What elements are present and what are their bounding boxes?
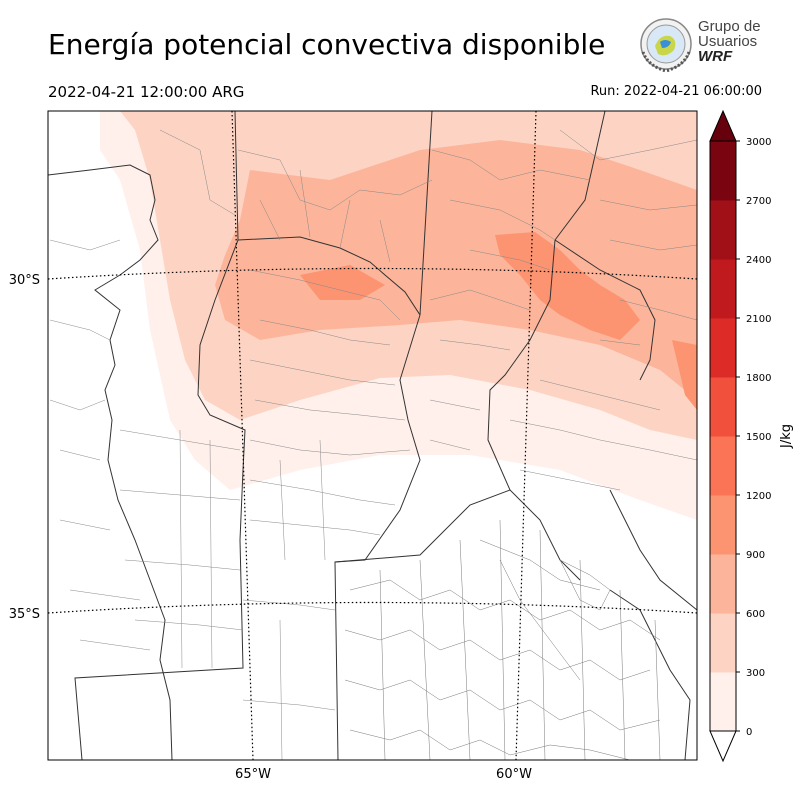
colorbar-tick-label: 900 (746, 550, 765, 561)
page-title: Energía potencial convectiva disponible (48, 28, 606, 61)
cape-fill-layer (100, 111, 697, 520)
colorbar-segment (710, 377, 736, 437)
graticule-lat-30 (48, 267, 697, 280)
colorbar-extend-min (709, 730, 737, 763)
colorbar-segment (710, 200, 736, 260)
logo-line-1: Grupo de (698, 18, 761, 35)
boundary-corrientes (554, 239, 656, 381)
colorbar-segment (710, 613, 736, 673)
globe-icon (640, 18, 692, 73)
cape-band-900-1200 (300, 265, 385, 300)
buenos-aires-partidos (344, 519, 661, 760)
colorbar-tick-label: 2700 (746, 196, 771, 207)
colorbar-segment (710, 436, 736, 496)
boundary-north (419, 111, 433, 316)
graticule-lon-60 (515, 111, 537, 760)
colorbar-tick-label: 1500 (746, 432, 771, 443)
colorbar-segment (710, 554, 736, 614)
valid-time: 2022-04-21 12:00:00 ARG (48, 83, 245, 101)
graticule (48, 111, 697, 760)
boundary-buenos-aires-north (334, 489, 511, 563)
colorbar-tick-label: 2100 (746, 314, 771, 325)
colorbar-segment (710, 318, 736, 378)
colorbar-tick-label: 600 (746, 609, 765, 620)
colorbar-tick-label: 300 (746, 668, 765, 679)
colorbar-tick-label: 0 (746, 727, 752, 738)
coastline (609, 589, 691, 760)
map-frame (47, 110, 698, 761)
colorbar-segment (710, 141, 736, 201)
lon-label-65: 65°W (235, 767, 271, 782)
lat-label-35: 35°S (9, 607, 40, 622)
colorbar-segment (710, 495, 736, 555)
boundary-central (237, 236, 421, 760)
colorbar-tick-label: 1800 (746, 373, 771, 384)
colorbar-tick-label: 3000 (746, 137, 771, 148)
wrf-logo: Grupo de Usuarios WRF (638, 16, 768, 76)
logo-line-3: WRF (698, 48, 733, 65)
colorbar-segment (710, 259, 736, 319)
colorbar-tick-label: 2400 (746, 255, 771, 266)
boundary-santafe-east (487, 111, 606, 581)
colorbar-unit: J/kg (779, 424, 794, 449)
colorbar-segment (710, 672, 736, 732)
boundary-west (74, 111, 246, 760)
lon-label-60: 60°W (496, 767, 532, 782)
cape-band-600-900 (215, 140, 697, 400)
cape-band-900-1200-edge (672, 340, 697, 410)
colorbar: 0 300 600 900 1200 1500 1800 2100 2400 2700 3000 (709, 109, 771, 763)
colorbar-tick-label: 1200 (746, 491, 771, 502)
lat-label-30: 30°S (9, 273, 40, 288)
admin-boundaries (48, 111, 697, 760)
logo-line-2: Usuarios (698, 33, 758, 50)
boundary-uruguay (609, 489, 697, 611)
colorbar-extend-max (709, 109, 737, 142)
graticule-lat-35 (48, 601, 697, 614)
run-time: Run: 2022-04-21 06:00:00 (590, 84, 762, 99)
graticule-lon-65 (231, 111, 254, 760)
